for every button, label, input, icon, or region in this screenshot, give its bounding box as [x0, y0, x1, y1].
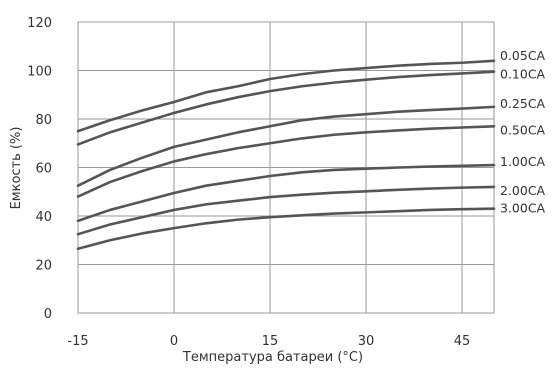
y-tick-label: 20: [35, 259, 52, 274]
series-label: 0.25CA: [500, 96, 546, 111]
series-line-0-05CA: [78, 61, 494, 131]
series-labels: 0.05CA 0.10CA 0.25CA 0.50CA 1.00CA 2.00CA 3.00…: [500, 48, 546, 216]
y-tick-label: 120: [27, 16, 52, 31]
y-tick-label: 0: [44, 307, 52, 322]
series-line-0-50CA: [78, 126, 494, 196]
series-label: 2.00CA: [500, 183, 546, 198]
series-line-3-00CA: [78, 209, 494, 249]
y-tick-label: 100: [27, 65, 52, 80]
series-label: 0.05CA: [500, 48, 546, 63]
series-lines: [78, 61, 494, 249]
series-label: 0.50CA: [500, 122, 546, 137]
x-axis-title: Температура батареи (°C): [182, 350, 363, 365]
x-tick-label: 0: [170, 334, 178, 349]
y-tick-label: 40: [35, 210, 52, 225]
series-label: 1.00CA: [500, 154, 546, 169]
series-line-1-00CA: [78, 165, 494, 221]
x-tick-label: -15: [67, 334, 88, 349]
y-axis-title: Емкость (%): [9, 127, 24, 210]
x-tick-label: 30: [358, 334, 375, 349]
series-label: 3.00CA: [500, 201, 546, 216]
series-line-0-10CA: [78, 72, 494, 145]
x-tick-label: 45: [454, 334, 471, 349]
series-label: 0.10CA: [500, 67, 546, 82]
y-tick-label: 80: [35, 113, 52, 128]
x-tick-label: 15: [262, 334, 279, 349]
y-tick-label: 60: [35, 162, 52, 177]
